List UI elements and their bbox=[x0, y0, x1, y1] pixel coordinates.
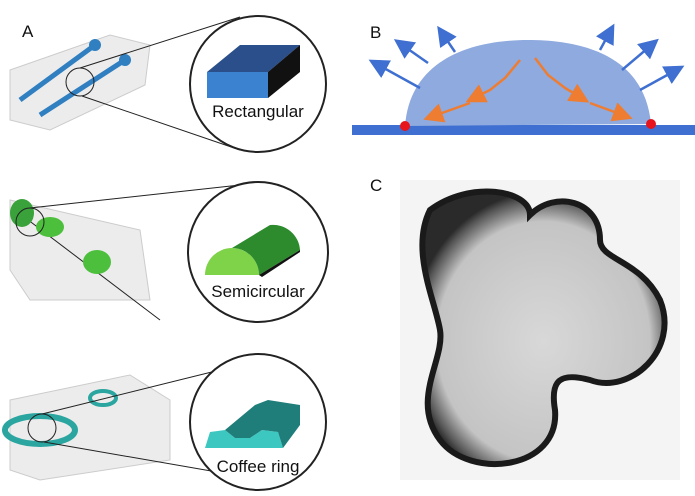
droplet-diagram bbox=[352, 28, 695, 135]
panel-label: A bbox=[22, 22, 34, 41]
panel-label: B bbox=[370, 23, 381, 42]
shape-label: Coffee ring bbox=[217, 457, 300, 476]
shape-label: Semicircular bbox=[211, 282, 305, 301]
rectangular-row: Rectangular bbox=[10, 16, 326, 152]
panel-label: C bbox=[370, 176, 382, 195]
semicircular-row: Semicircular bbox=[10, 182, 328, 322]
coffee-ring-row: Coffee ring bbox=[5, 354, 326, 490]
micrograph bbox=[400, 180, 680, 480]
shape-label: Rectangular bbox=[212, 102, 304, 121]
page: A Rectangular Semicircular bbox=[0, 0, 695, 496]
figure: A Rectangular Semicircular bbox=[0, 0, 695, 496]
